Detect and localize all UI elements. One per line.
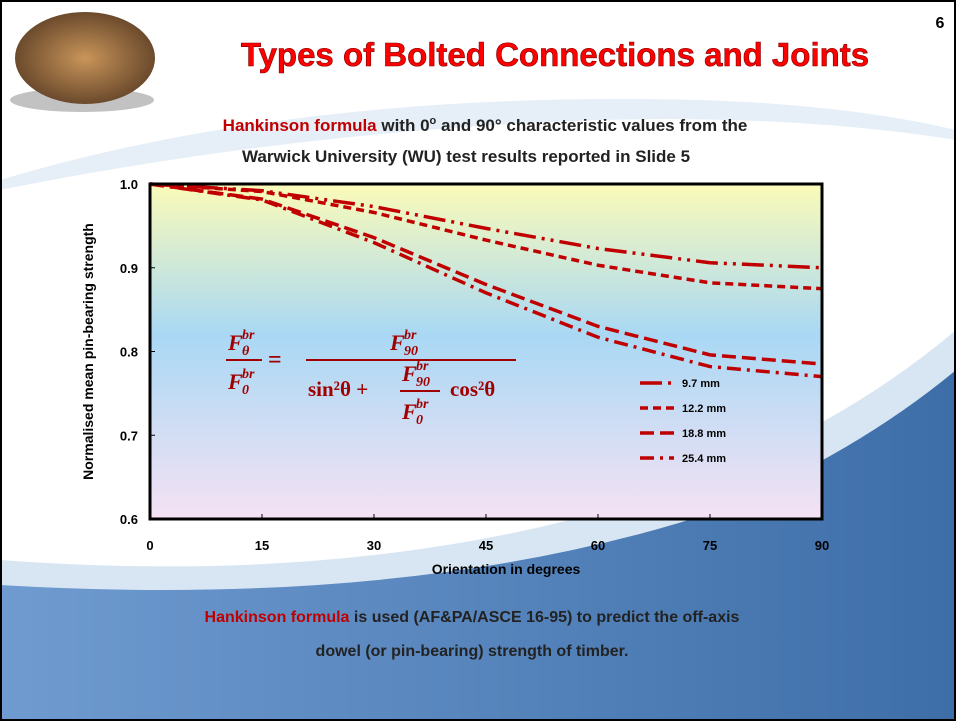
y-axis-label: Normalised mean pin-bearing strength bbox=[80, 223, 96, 480]
legend-label: 9.7 mm bbox=[682, 378, 720, 390]
slide-number: 6 bbox=[936, 15, 945, 32]
y-tick-label: 1.0 bbox=[120, 177, 138, 192]
x-tick-label: 0 bbox=[146, 538, 153, 553]
subtitle-line1: Hankinson formula with 0o and 90° charac… bbox=[223, 115, 748, 135]
formula-sin: sin²θ + bbox=[308, 377, 368, 401]
logo bbox=[15, 12, 155, 104]
formula-cos: cos²θ bbox=[450, 377, 495, 401]
y-tick-label: 0.6 bbox=[120, 512, 138, 527]
footer-text: is used (AF&PA/ASCE 16-95) to predict th… bbox=[349, 609, 739, 626]
subtitle-text: and 90° characteristic values from the bbox=[436, 116, 747, 135]
slide: 6 Types of Bolted Connections and Joints… bbox=[0, 0, 956, 721]
subtitle-highlight: Hankinson formula bbox=[223, 116, 378, 135]
formula-base: F bbox=[401, 361, 417, 386]
y-tick-label: 0.9 bbox=[120, 261, 138, 276]
legend-label: 25.4 mm bbox=[682, 453, 726, 465]
x-tick-label: 45 bbox=[479, 538, 493, 553]
formula-sub: 90 bbox=[416, 375, 430, 390]
plot-area bbox=[150, 184, 822, 519]
formula-base: F bbox=[401, 399, 417, 424]
x-tick-label: 75 bbox=[703, 538, 717, 553]
legend-label: 12.2 mm bbox=[682, 403, 726, 415]
x-tick-label: 15 bbox=[255, 538, 269, 553]
legend-label: 18.8 mm bbox=[682, 428, 726, 440]
formula-sup: br bbox=[242, 328, 255, 343]
formula-sub: 0 bbox=[416, 413, 423, 428]
formula-sup: br bbox=[242, 367, 255, 382]
footer-line2: dowel (or pin-bearing) strength of timbe… bbox=[316, 643, 629, 660]
footer-highlight: Hankinson formula bbox=[205, 609, 350, 626]
subtitle-line2: Warwick University (WU) test results rep… bbox=[242, 147, 690, 166]
y-tick-label: 0.7 bbox=[120, 428, 138, 443]
formula-sup: br bbox=[416, 359, 429, 374]
formula-sub: 90 bbox=[404, 344, 418, 359]
x-tick-label: 90 bbox=[815, 538, 829, 553]
formula-equals: = bbox=[268, 347, 282, 373]
subtitle-text: with 0 bbox=[377, 116, 430, 135]
formula-base: F bbox=[389, 330, 405, 355]
title: Types of Bolted Connections and Joints bbox=[241, 36, 869, 73]
formula-sup: br bbox=[404, 328, 417, 343]
x-axis-label: Orientation in degrees bbox=[432, 561, 581, 577]
footer-line1: Hankinson formula is used (AF&PA/ASCE 16… bbox=[205, 609, 740, 626]
formula-base: F bbox=[227, 369, 243, 394]
y-tick-label: 0.8 bbox=[120, 345, 138, 360]
formula-base: F bbox=[227, 330, 243, 355]
x-tick-label: 30 bbox=[367, 538, 381, 553]
formula-sub: θ bbox=[242, 344, 250, 359]
formula-sup: br bbox=[416, 397, 429, 412]
formula-sub: 0 bbox=[242, 383, 249, 398]
x-tick-label: 60 bbox=[591, 538, 605, 553]
